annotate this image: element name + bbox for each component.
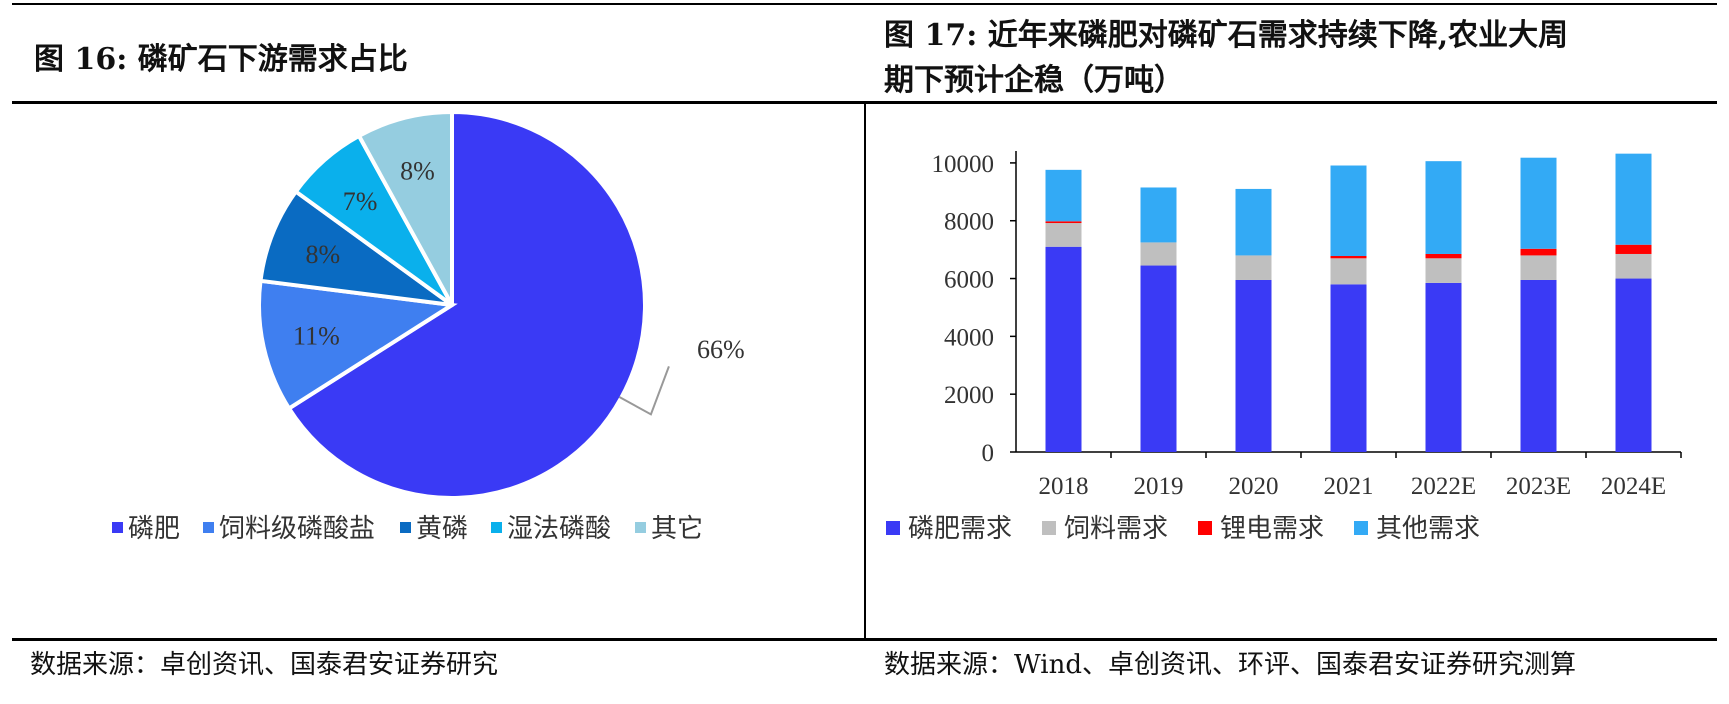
bar-2023E-1 [1520,255,1557,280]
panel-divider [864,104,866,638]
x-tick-label-5: 2023E [1506,473,1571,500]
y-tick-label-5: 10000 [932,151,995,178]
bar-legend-label-0: 磷肥需求 [908,514,1012,543]
pie-legend-swatch-3 [491,522,502,533]
bar-legend-swatch-0 [886,521,900,535]
bar-2023E-2 [1520,248,1557,256]
pie-legend-label-3: 湿法磷酸 [507,514,611,543]
bar-2021-1 [1330,258,1367,285]
x-tick-label-4: 2022E [1411,473,1476,500]
pie-slice-1 [257,278,458,412]
header-rule [12,101,1717,104]
bar-2021-2 [1330,255,1367,259]
pie-legend-swatch-4 [635,522,646,533]
pie-legend-swatch-2 [400,522,411,533]
x-tick-label-3: 2021 [1324,473,1374,500]
right-panel-title-line1: 图 17: 近年来磷肥对磷矿石需求持续下降,农业大周 [884,18,1569,53]
x-tick-label-2: 2020 [1229,473,1279,500]
bar-legend-label-1: 饲料需求 [1064,514,1168,543]
pie-legend-label-1: 饲料级磷酸盐 [219,514,375,543]
bar-2019-0 [1140,265,1177,452]
x-tick-label-1: 2019 [1134,473,1184,500]
x-tick-label-0: 2018 [1039,473,1089,500]
left-panel-source: 数据来源：卓创资讯、国泰君安证券研究 [30,650,499,680]
bar-2024E-2 [1615,244,1652,254]
x-tick-label-6: 2024E [1601,473,1666,500]
right-panel-title-line2: 期下预计企稳（万吨） [884,63,1184,98]
pie-label-2: 8% [305,240,340,269]
bar-2020-0 [1235,279,1272,452]
bar-2019-3 [1140,187,1177,243]
bar-2019-1 [1140,242,1177,266]
bar-legend-swatch-1 [1042,521,1056,535]
bar-2018-2 [1045,221,1082,224]
bar-2024E-1 [1615,253,1652,279]
right-panel-source: 数据来源：Wind、卓创资讯、环评、国泰君安证券研究测算 [884,650,1576,680]
bar-2022E-1 [1425,258,1462,283]
left-panel-title: 图 16: 磷矿石下游需求占比 [34,42,408,77]
bar-2021-0 [1330,284,1367,452]
y-tick-label-3: 6000 [944,267,994,294]
y-tick-label-0: 0 [982,440,995,467]
bar-legend-label-2: 锂电需求 [1220,514,1324,543]
top-rule [12,3,1717,5]
y-tick-label-4: 8000 [944,209,994,236]
pie-leader-line [618,366,670,416]
pie-legend-swatch-0 [112,522,123,533]
bar-2018-1 [1045,223,1082,247]
pie-legend-swatch-1 [203,522,214,533]
pie-legend-label-4: 其它 [651,514,703,543]
bar-chart: 0 2000 4000 6000 8000 10000 2018 2019 2020 2021 20… [886,151,1682,543]
bar-legend-swatch-3 [1354,521,1368,535]
bar-2022E-3 [1425,161,1462,254]
pie-label-1: 11% [293,321,340,350]
bar-2021-3 [1330,165,1367,256]
bar-2023E-0 [1520,279,1557,452]
bar-2024E-0 [1615,278,1652,452]
pie-slice-4 [356,109,454,306]
bar-2022E-0 [1425,282,1462,452]
bar-2023E-3 [1520,157,1557,249]
bar-legend-swatch-2 [1198,521,1212,535]
y-tick-label-1: 2000 [944,382,994,409]
footer-rule [12,638,1717,641]
y-tick-label-2: 4000 [944,324,994,351]
pie-label-3: 7% [343,187,378,216]
pie-legend-label-0: 磷肥 [128,514,180,543]
bar-2020-1 [1235,255,1272,280]
pie-legend-label-2: 黄磷 [416,514,468,543]
bar-2020-3 [1235,188,1272,256]
pie-label-0: 66% [697,335,745,364]
bar-2018-0 [1045,246,1082,452]
pie-label-4: 8% [400,156,435,185]
bar-2022E-2 [1425,253,1462,259]
bar-2024E-3 [1615,153,1652,245]
bar-legend-label-3: 其他需求 [1376,514,1480,543]
bar-2018-3 [1045,169,1082,222]
pie-chart: 66%11%8%7%8%磷肥 饲料级磷酸盐 黄磷 湿法磷酸 其它 [112,109,745,543]
